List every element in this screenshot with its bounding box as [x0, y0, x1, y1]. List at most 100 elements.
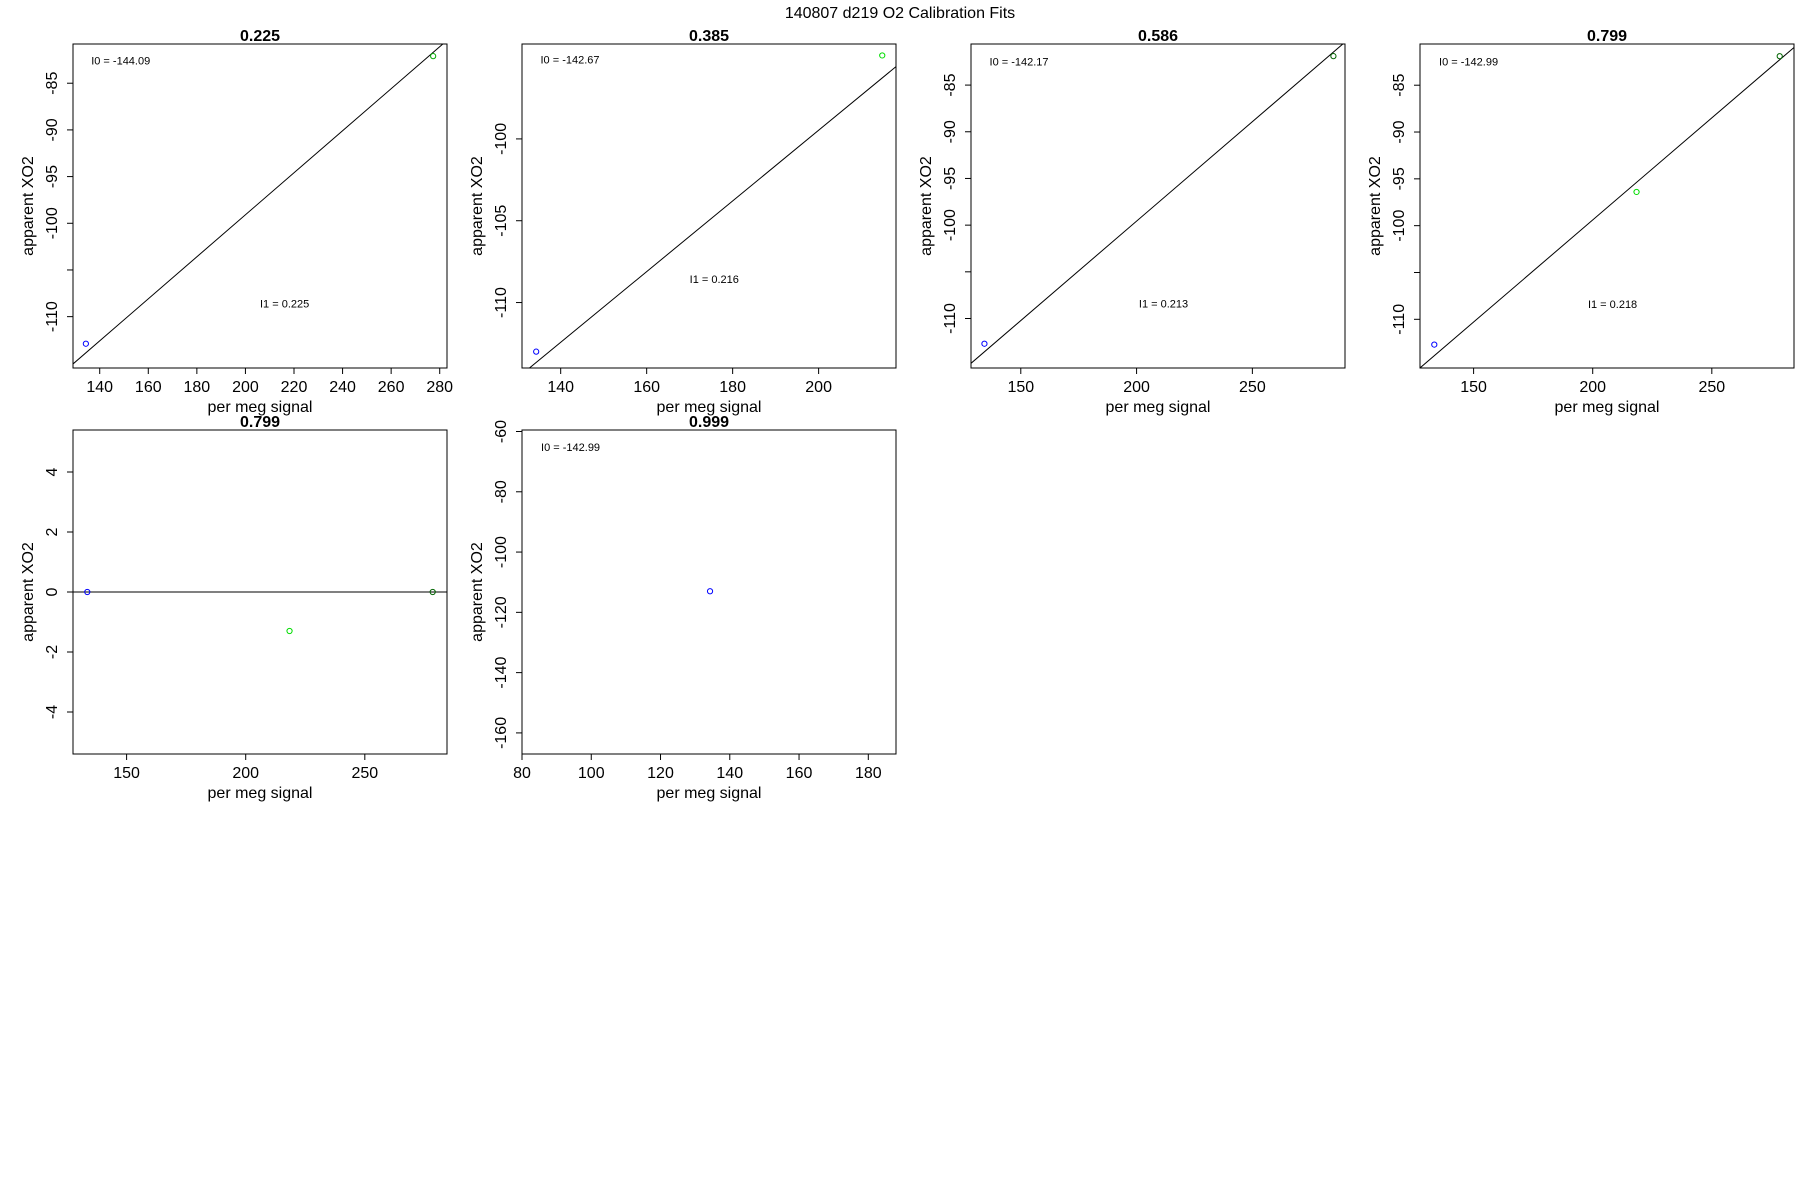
y-tick-label: -100 — [493, 123, 510, 155]
data-point — [706, 588, 714, 595]
x-tick-label: 200 — [232, 379, 259, 396]
x-tick-label: 200 — [1123, 379, 1150, 396]
panel-1: 0.225 140 160 180 200 220 240 260 280 -110 -100 -95… — [20, 28, 453, 416]
data-point — [1633, 188, 1640, 196]
y-tick-label: -80 — [493, 480, 510, 503]
data-point — [533, 348, 540, 355]
x-axis-label: per meg signal — [1555, 399, 1660, 416]
x-tick-label: 250 — [351, 765, 378, 782]
data-point — [1776, 53, 1783, 60]
x-tick-label: 220 — [281, 379, 308, 396]
x-axis-label: per meg signal — [657, 399, 762, 416]
figure-title: 140807 d219 O2 Calibration Fits — [785, 5, 1015, 22]
x-tick-label: 140 — [547, 379, 574, 396]
x-axis-label: per meg signal — [657, 785, 762, 802]
y-tick-label: -100 — [942, 209, 959, 241]
x-tick-label: 120 — [647, 765, 674, 782]
data-point — [430, 53, 437, 60]
x-tick-label: 200 — [1579, 379, 1606, 396]
x-tick-label: 100 — [578, 765, 605, 782]
x-axis-label: per meg signal — [208, 785, 313, 802]
data-point — [981, 340, 988, 347]
panel-3: 0.586 150 200 250 -110 -100 -95 -90 -85 per meg s… — [918, 28, 1346, 416]
panel-title: 0.999 — [689, 414, 729, 431]
panel-5: 0.799 150 200 250 -4 -2 0 2 4 per meg signal appar… — [20, 414, 448, 802]
x-tick-label: 140 — [86, 379, 113, 396]
x-tick-label: 160 — [633, 379, 660, 396]
annotation: I0 = -142.99 — [541, 442, 600, 454]
y-axis-label: apparent XO2 — [20, 156, 37, 256]
x-tick-label: 250 — [1239, 379, 1266, 396]
y-axis-label: apparent XO2 — [20, 542, 37, 642]
plot-frame — [1419, 43, 1795, 369]
y-tick-label: 2 — [44, 527, 61, 536]
panel-6: 0.999 80 100 120 140 160 180 -160 -140 -120 -100 -8… — [469, 414, 897, 802]
annotation: I1 = 0.225 — [260, 298, 309, 310]
x-tick-label: 160 — [786, 765, 813, 782]
y-tick-label: -110 — [942, 303, 959, 334]
x-tick-label: 150 — [1007, 379, 1034, 396]
x-tick-label: 180 — [855, 765, 882, 782]
panel-2: 0.385 140 160 180 200 -110 -105 -100 per meg sig… — [469, 28, 897, 416]
panel-4: 0.799 150 200 250 -110 -100 -95 -90 -85 per meg s… — [1367, 28, 1795, 416]
x-tick-label: 180 — [184, 379, 211, 396]
y-tick-label: 4 — [44, 467, 61, 476]
y-axis-label: apparent XO2 — [469, 156, 486, 256]
x-tick-label: 250 — [1698, 379, 1725, 396]
annotation: I1 = 0.213 — [1139, 298, 1188, 310]
y-tick-label: -95 — [1391, 167, 1408, 190]
y-tick-label: -95 — [942, 167, 959, 190]
y-tick-label: -90 — [44, 118, 61, 141]
data-point — [429, 588, 436, 596]
x-tick-label: 240 — [329, 379, 356, 396]
fit-layer — [971, 44, 1344, 364]
y-tick-label: -2 — [44, 645, 61, 659]
y-tick-label: -85 — [942, 73, 959, 96]
fit-layer — [528, 66, 896, 368]
data-point — [1431, 341, 1438, 348]
y-axis-label: apparent XO2 — [1367, 156, 1384, 256]
fit-line — [1420, 47, 1794, 368]
y-tick-label: -90 — [1391, 120, 1408, 143]
annotation: I0 = -142.67 — [540, 55, 599, 67]
annotation: I1 = 0.218 — [1588, 299, 1637, 311]
y-axis-label: apparent XO2 — [918, 156, 935, 256]
x-tick-label: 140 — [716, 765, 743, 782]
y-tick-label: -85 — [1391, 74, 1408, 97]
x-tick-label: 150 — [113, 765, 140, 782]
y-tick-label: -105 — [493, 205, 510, 237]
y-tick-label: -120 — [493, 596, 510, 628]
plot-frame — [72, 43, 448, 369]
plot-frame — [521, 429, 897, 755]
y-tick-label: 0 — [44, 587, 61, 596]
y-tick-label: -110 — [493, 287, 510, 318]
y-tick-label: -100 — [493, 536, 510, 568]
y-tick-label: -160 — [493, 717, 510, 749]
x-tick-label: 260 — [378, 379, 405, 396]
panel-title: 0.586 — [1138, 28, 1178, 45]
x-tick-label: 150 — [1460, 379, 1487, 396]
x-axis-label: per meg signal — [1106, 399, 1211, 416]
fit-line — [73, 44, 444, 365]
fit-line — [528, 66, 896, 368]
y-tick-label: -110 — [1391, 304, 1408, 335]
x-tick-label: 280 — [426, 379, 453, 396]
x-tick-label: 200 — [232, 765, 259, 782]
annotation: I1 = 0.216 — [690, 274, 739, 286]
y-tick-label: -140 — [493, 657, 510, 689]
x-tick-label: 180 — [719, 379, 746, 396]
y-tick-label: -100 — [44, 207, 61, 239]
y-tick-label: -85 — [44, 72, 61, 95]
y-tick-label: -60 — [493, 420, 510, 443]
y-axis-label: apparent XO2 — [469, 542, 486, 642]
data-point — [1330, 53, 1337, 60]
y-tick-label: -95 — [44, 165, 61, 188]
panel-title: 0.225 — [240, 28, 280, 45]
data-point — [84, 588, 91, 596]
panel-title: 0.799 — [240, 414, 280, 431]
x-tick-label: 200 — [805, 379, 832, 396]
y-tick-label: -90 — [942, 120, 959, 143]
panel-title: 0.799 — [1587, 28, 1627, 45]
